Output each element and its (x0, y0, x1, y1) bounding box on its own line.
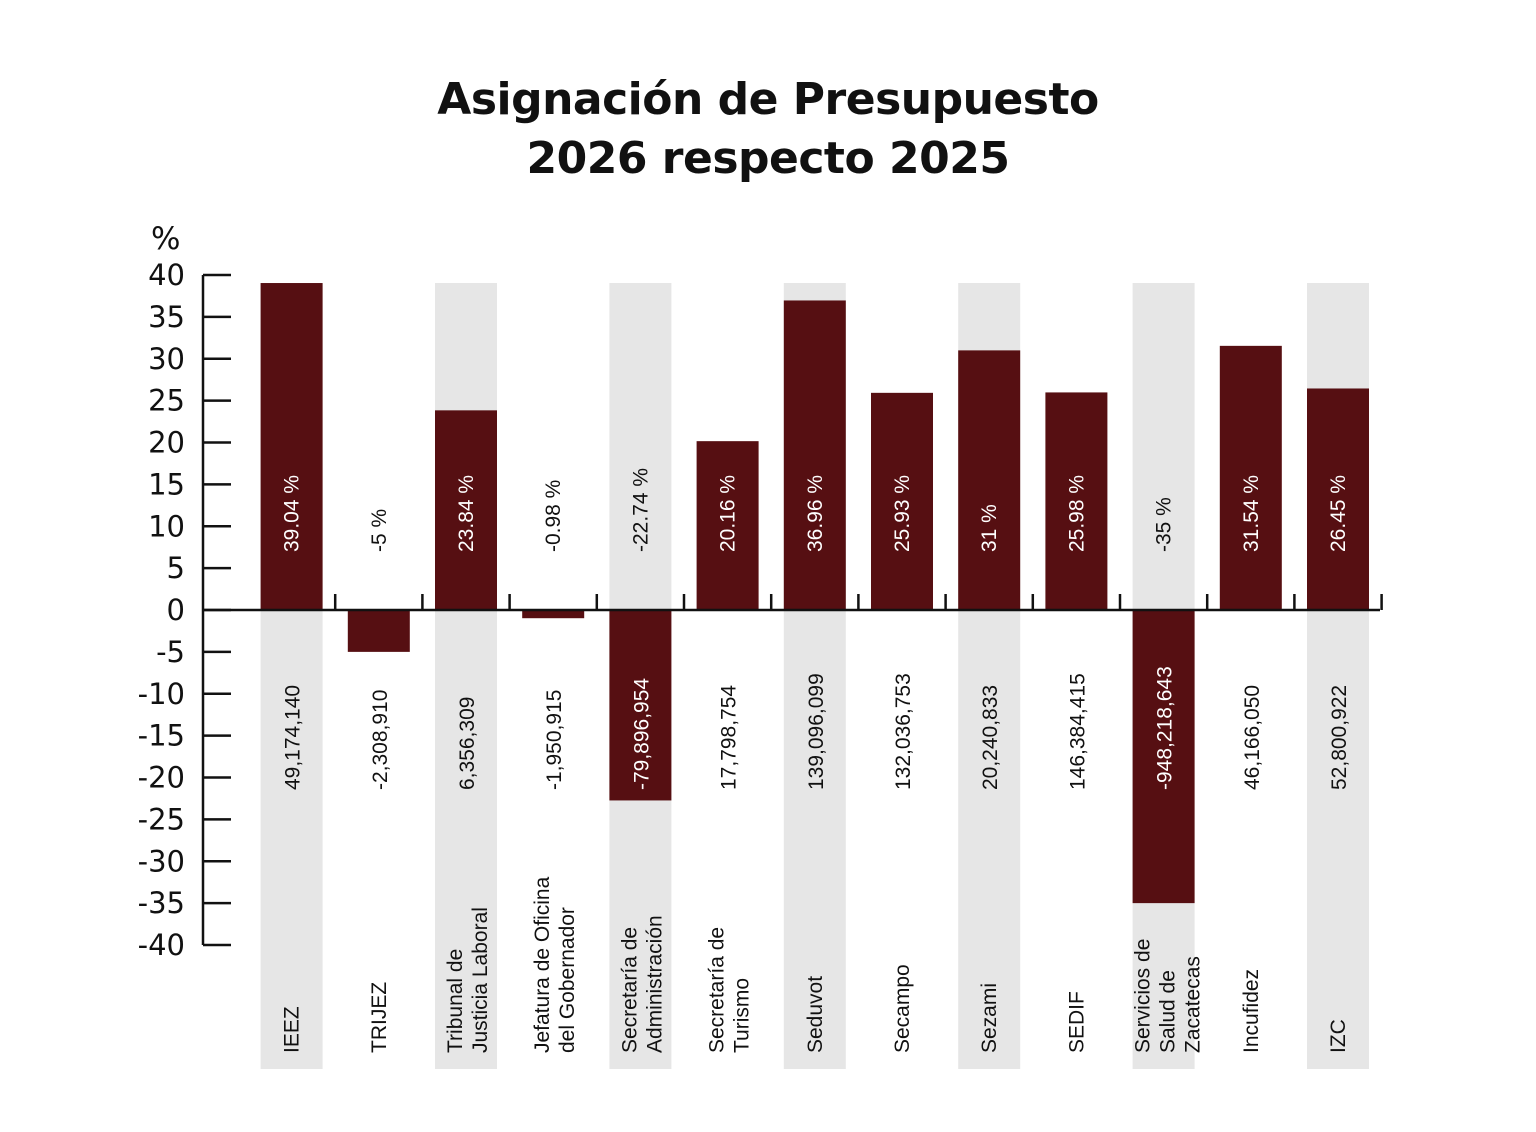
y-tick-label: -30 (138, 844, 185, 878)
y-tick-label: -35 (138, 886, 185, 920)
amount-data-label: 49,174,140 (282, 685, 305, 790)
y-tick-label: 40 (148, 258, 185, 292)
category-label: Servicios de (1132, 939, 1155, 1053)
y-tick-label: 30 (148, 342, 185, 376)
y-tick-label: -40 (138, 928, 185, 962)
y-tick-label: 35 (148, 300, 185, 334)
y-tick-label: -10 (138, 677, 185, 711)
category-label: del Gobernador (556, 907, 579, 1053)
y-tick-label: 5 (167, 551, 185, 585)
y-axis-unit-label: % (151, 221, 180, 257)
amount-data-label: -948,218,643 (1154, 666, 1177, 790)
percent-data-label: 23.84 % (455, 475, 478, 552)
percent-data-label: 25.98 % (1065, 475, 1088, 552)
bar (435, 410, 497, 610)
y-tick-label: 15 (148, 467, 185, 501)
percent-data-label: 31.54 % (1240, 475, 1263, 552)
amount-data-label: 132,036,753 (892, 673, 915, 790)
bar (1219, 345, 1282, 610)
bar (696, 441, 759, 610)
amount-data-label: 20,240,833 (979, 685, 1002, 790)
chart-title-line-1: Asignación de Presupuesto (437, 74, 1099, 125)
category-label: Justicia Laboral (469, 907, 492, 1053)
amount-data-label: 6,356,309 (456, 697, 479, 790)
percent-data-label: 26.45 % (1327, 475, 1350, 552)
category-label: Secampo (891, 964, 914, 1053)
category-label: SEDIF (1065, 991, 1088, 1053)
bar (958, 350, 1021, 610)
bar (1307, 388, 1369, 610)
percent-data-label: -35 % (1153, 497, 1176, 552)
y-tick-label: 25 (148, 384, 185, 418)
category-label: Salud de (1157, 970, 1180, 1053)
amount-data-label: -2,308,910 (369, 690, 392, 790)
y-tick-label: -5 (156, 635, 185, 669)
category-label: IZC (1327, 1019, 1350, 1053)
category-label: Zacatecas (1182, 956, 1205, 1053)
category-label: IEEZ (281, 1006, 304, 1053)
percent-data-label: 25.93 % (891, 475, 914, 552)
chart-title-line-2: 2026 respecto 2025 (526, 133, 1010, 184)
category-label: Jefatura de Oficina (531, 876, 554, 1053)
amount-data-label: 17,798,754 (718, 685, 741, 790)
category-label: Seduvot (804, 976, 827, 1053)
amount-data-label: 52,800,922 (1328, 685, 1351, 790)
category-label: Tribunal de (444, 949, 467, 1053)
bar (609, 610, 672, 801)
bar (1045, 392, 1108, 610)
bar (783, 300, 846, 610)
bar (260, 283, 323, 610)
category-label: Secretaría de (706, 927, 729, 1053)
bar (522, 610, 585, 619)
y-tick-label: -15 (138, 719, 185, 753)
percent-data-label: 20.16 % (717, 475, 740, 552)
category-label: Sezami (978, 983, 1001, 1053)
percent-data-label: -0.98 % (542, 480, 565, 552)
bar (871, 392, 933, 610)
bar (347, 610, 410, 652)
percent-data-label: -5 % (368, 509, 391, 552)
amount-data-label: 139,096,099 (805, 673, 828, 790)
category-label: Turismo (731, 978, 754, 1053)
y-tick-label: 20 (148, 426, 185, 460)
y-tick-label: 0 (167, 593, 185, 627)
category-label: Secretaría de (618, 927, 641, 1053)
amount-data-label: -79,896,954 (630, 678, 653, 790)
amount-data-label: 146,384,415 (1066, 673, 1089, 790)
bar (1132, 610, 1195, 904)
y-tick-label: 10 (148, 509, 185, 543)
y-tick-label: -25 (138, 802, 185, 836)
percent-data-label: 31 % (978, 504, 1001, 552)
category-label: TRIJEZ (368, 982, 391, 1053)
amount-data-label: -1,950,915 (543, 690, 566, 790)
amount-data-label: 46,166,050 (1241, 685, 1264, 790)
category-label: Administración (643, 915, 666, 1053)
y-tick-label: -20 (138, 761, 185, 795)
percent-data-label: -22.74 % (629, 468, 652, 552)
percent-data-label: 39.04 % (281, 475, 304, 552)
percent-data-label: 36.96 % (804, 475, 827, 552)
category-label: Incufidez (1240, 969, 1263, 1053)
